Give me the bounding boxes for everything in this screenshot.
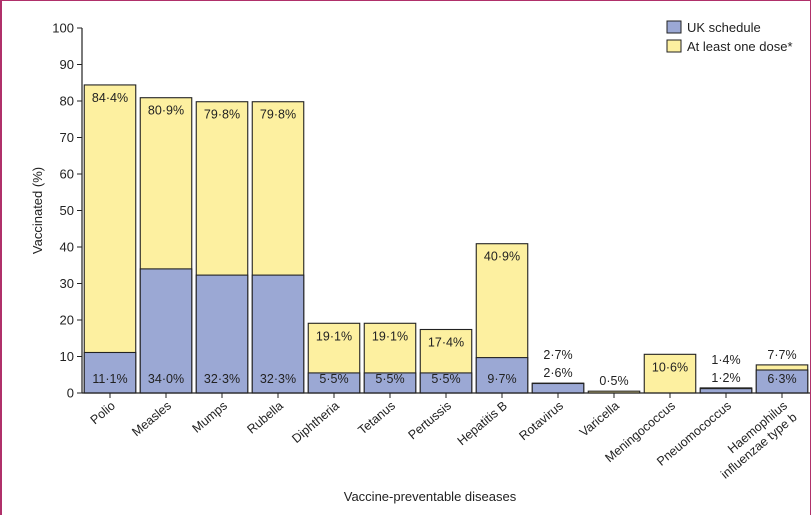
y-tick-label-80: 80 (60, 94, 74, 109)
y-tick-label-70: 70 (60, 130, 74, 145)
x-tick-label-rubella: Rubella (244, 399, 286, 437)
x-tick-label-varicella: Varicella (577, 399, 622, 440)
bars: 84·4% 11·1% 80·9% 34·0% 79·8% 32·3% 79·8% 32·3%… (83, 84, 809, 394)
x-tick-label-rotavirus: Rotavirus (516, 399, 565, 444)
bar-uk-schedule-rubella (251, 274, 305, 394)
legend-swatch-at-least-one-dose (666, 39, 682, 53)
y-tick-label-0: 0 (67, 386, 74, 401)
data-label-at-least-one-dose-measles: 80·9% (148, 104, 184, 118)
data-label-at-least-one-dose-pertussis: 17·4% (428, 335, 464, 349)
data-label-uk-schedule-mumps: 32·3% (204, 372, 240, 386)
x-tick-label-measles: Measles (129, 399, 174, 440)
data-label-uk-schedule-rotavirus: 2·6% (543, 366, 572, 380)
bar-uk-schedule-polio (83, 351, 137, 394)
y-tick-label-20: 20 (60, 313, 74, 328)
y-tick-label-100: 100 (52, 21, 74, 36)
data-label-at-least-one-dose-diphtheria: 19·1% (316, 329, 352, 343)
x-tick-label-tetanus: Tetanus (355, 399, 398, 438)
data-label-at-least-one-dose-polio: 84·4% (92, 91, 128, 105)
data-label-at-least-one-dose-haemophilus-influenzae-type-b: 7·7% (767, 348, 796, 362)
data-label-uk-schedule-haemophilus-influenzae-type-b: 6·3% (767, 372, 796, 386)
data-label-uk-schedule-tetanus: 5·5% (375, 372, 404, 386)
y-tick-label-40: 40 (60, 240, 74, 255)
data-label-uk-schedule-pneuomococcus: 1·2% (711, 371, 740, 385)
y-tick-label-10: 10 (60, 349, 74, 364)
y-tick-label-90: 90 (60, 57, 74, 72)
data-label-uk-schedule-diphtheria: 5·5% (319, 372, 348, 386)
bar-uk-schedule-measles (139, 268, 193, 394)
legend-label-at-least-one-dose: At least one dose* (687, 39, 793, 54)
x-tick-label-diphtheria: Diphtheria (289, 399, 342, 446)
x-tick-label-pertussis: Pertussis (406, 399, 454, 443)
bar-uk-schedule-hepatitis-b (475, 357, 529, 394)
data-label-uk-schedule-hepatitis-b: 9·7% (487, 372, 516, 386)
x-axis-title: Vaccine-preventable diseases (344, 489, 517, 504)
data-label-uk-schedule-pertussis: 5·5% (431, 372, 460, 386)
x-tick-label-polio: Polio (88, 399, 118, 428)
x-tick-label-mumps: Mumps (190, 399, 230, 436)
y-tick-label-30: 30 (60, 276, 74, 291)
data-label-at-least-one-dose-rubella: 79·8% (260, 108, 296, 122)
data-label-uk-schedule-polio: 11·1% (92, 372, 127, 386)
data-label-at-least-one-dose-varicella: 0·5% (599, 374, 628, 388)
data-label-uk-schedule-rubella: 32·3% (260, 372, 296, 386)
x-tick-label-hepatitis-b: Hepatitis B (455, 399, 510, 449)
y-axis: 0 10 20 30 40 50 60 70 80 90 100 (52, 21, 83, 401)
data-label-at-least-one-dose-tetanus: 19·1% (372, 329, 408, 343)
data-label-at-least-one-dose-meningococcus: 10·6% (652, 360, 688, 374)
bar-uk-schedule-rotavirus (531, 382, 585, 394)
y-tick-label-50: 50 (60, 203, 74, 218)
bar-at-least-one-dose-polio (83, 84, 137, 394)
x-axis: Polio Measles Mumps Rubella Diphtheria Tetanu… (82, 392, 810, 482)
bar-at-least-one-dose-meningococcus (643, 353, 697, 394)
data-label-at-least-one-dose-hepatitis-b: 40·9% (484, 250, 520, 264)
data-label-at-least-one-dose-pneuomococcus: 1·4% (711, 353, 740, 367)
data-label-at-least-one-dose-rotavirus: 2·7% (543, 348, 572, 362)
legend: UK schedule At least one dose* (666, 20, 793, 54)
data-label-uk-schedule-measles: 34·0% (148, 372, 184, 386)
legend-label-uk-schedule: UK schedule (687, 20, 761, 35)
legend-swatch-uk-schedule (666, 20, 682, 34)
bar-uk-schedule-pneuomococcus (699, 388, 753, 394)
data-label-at-least-one-dose-mumps: 79·8% (204, 108, 240, 122)
y-tick-label-60: 60 (60, 167, 74, 182)
y-axis-title: Vaccinated (%) (30, 167, 45, 254)
